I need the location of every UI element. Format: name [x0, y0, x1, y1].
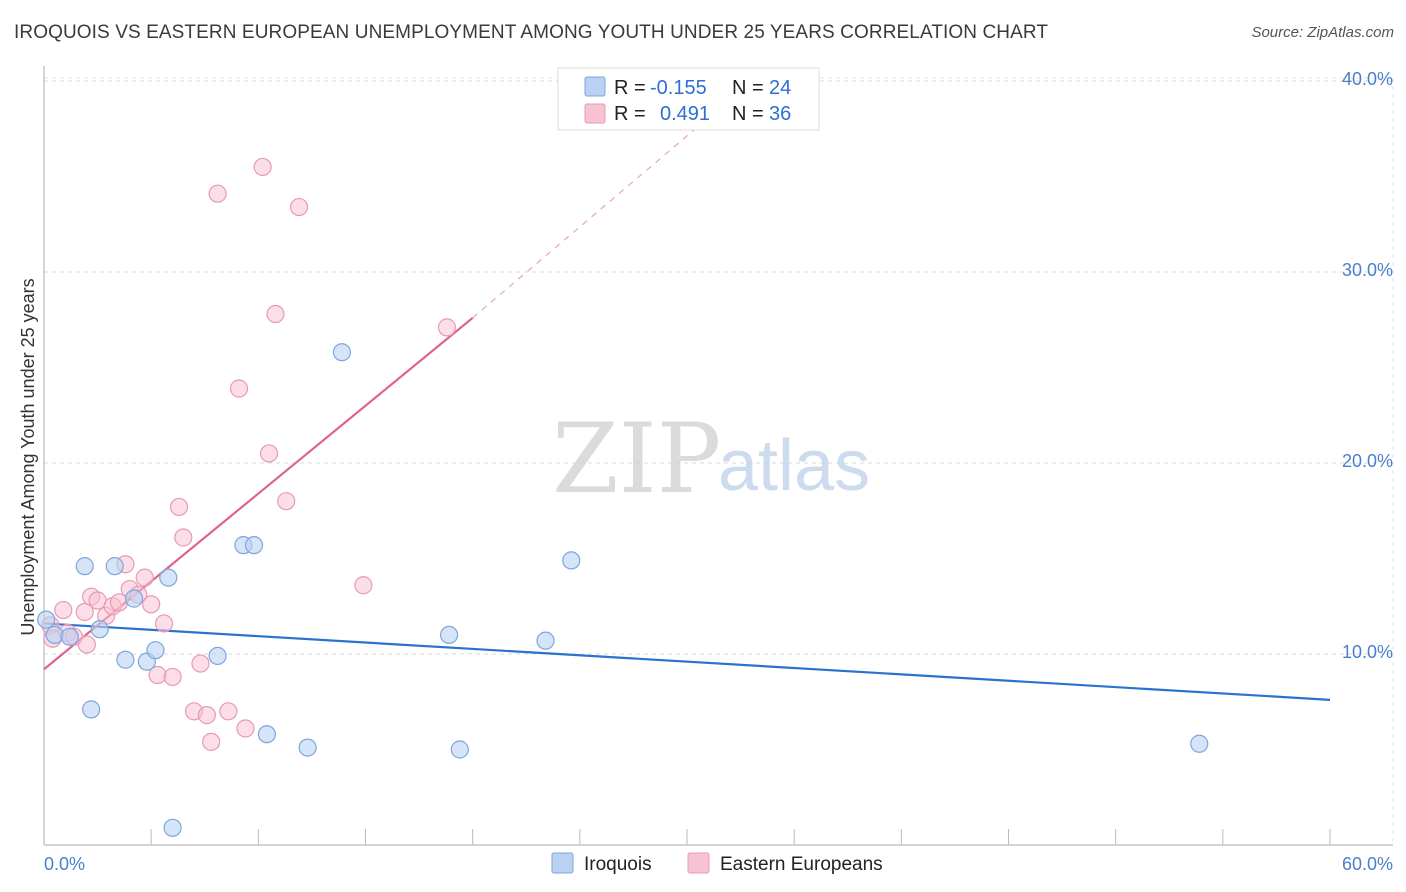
- legend-n-value-eastern: 36: [769, 103, 791, 125]
- point-iroquois-7: [116, 650, 135, 669]
- point-eastern-6: [77, 635, 96, 654]
- point-iroquois-15: [244, 536, 264, 555]
- point-iroquois-16: [257, 725, 277, 744]
- point-eastern-30: [253, 157, 272, 177]
- point-eastern-26: [208, 184, 227, 203]
- y-axis-label: Unemployment Among Youth under 25 years: [18, 278, 38, 635]
- watermark: ZIP atlas: [552, 403, 870, 515]
- legend-series: Iroquois Eastern Europeans: [551, 852, 883, 875]
- legend-bottom-swatch-iroquois: [551, 852, 574, 874]
- point-iroquois-22: [562, 551, 581, 570]
- trend-line-iroquois: [43, 622, 1331, 701]
- legend-r-value-eastern: 0.491: [660, 103, 710, 125]
- point-eastern-25: [202, 732, 221, 751]
- point-eastern-33: [277, 492, 296, 511]
- point-eastern-23: [191, 654, 210, 673]
- point-iroquois-21: [536, 631, 555, 650]
- axes: [43, 66, 1393, 846]
- point-eastern-27: [219, 702, 238, 721]
- source-credit: Source: ZipAtlas.com: [1251, 24, 1394, 41]
- point-eastern-15: [135, 568, 154, 587]
- y-tick-label-20: 20.0%: [1342, 451, 1393, 471]
- point-eastern-16: [142, 595, 161, 614]
- point-iroquois-12: [163, 818, 182, 837]
- watermark-atlas: atlas: [718, 426, 870, 506]
- point-eastern-2: [54, 600, 73, 620]
- point-eastern-24: [197, 706, 216, 725]
- legend-bottom-swatch-eastern: [687, 852, 710, 874]
- trend-line-eastern-extrapolated: [472, 126, 699, 319]
- chart-title: IROQUOIS VS EASTERN EUROPEAN UNEMPLOYMEN…: [14, 22, 1049, 43]
- point-eastern-28: [229, 379, 249, 398]
- legend-r-label-iroquois: R =: [614, 77, 646, 99]
- point-eastern-29: [236, 719, 255, 738]
- y-tick-label-10: 10.0%: [1342, 642, 1393, 662]
- point-iroquois-23: [1190, 734, 1209, 753]
- legend-n-label-eastern: N =: [732, 103, 764, 125]
- data-points: [37, 157, 1209, 837]
- legend-n-value-iroquois: 24: [769, 77, 791, 99]
- point-iroquois-20: [450, 740, 469, 759]
- point-iroquois-2: [60, 627, 79, 646]
- point-eastern-34: [289, 197, 309, 217]
- point-iroquois-10: [146, 641, 165, 660]
- point-iroquois-4: [82, 700, 101, 719]
- x-tick-label-min: 0.0%: [44, 854, 85, 874]
- point-iroquois-11: [159, 568, 178, 587]
- legend-r-label-eastern: R =: [614, 103, 646, 125]
- point-iroquois-17: [298, 738, 317, 757]
- legend-r-value-iroquois: -0.155: [650, 77, 707, 99]
- point-iroquois-3: [75, 557, 94, 576]
- point-iroquois-8: [124, 589, 144, 608]
- y-tick-label-40: 40.0%: [1342, 69, 1393, 89]
- point-eastern-18: [154, 614, 174, 633]
- point-eastern-19: [163, 667, 182, 687]
- point-eastern-5: [75, 602, 94, 622]
- point-iroquois-6: [105, 557, 124, 576]
- legend-n-label-iroquois: N =: [732, 77, 764, 99]
- x-tick-label-max: 60.0%: [1342, 854, 1393, 874]
- point-iroquois-18: [332, 343, 352, 362]
- legend-stats: R = -0.155 N = 24 R = 0.491 N = 36: [557, 67, 820, 131]
- point-eastern-32: [266, 304, 285, 324]
- x-tick-labels: 0.0% 60.0%: [44, 854, 1393, 874]
- point-iroquois-1: [45, 625, 64, 645]
- point-iroquois-19: [439, 625, 459, 645]
- point-iroquois-5: [90, 620, 109, 639]
- legend-bottom-label-iroquois: Iroquois: [584, 854, 652, 875]
- point-iroquois-13: [208, 646, 227, 666]
- legend-swatch-iroquois: [584, 76, 606, 97]
- watermark-zip: ZIP: [552, 403, 721, 515]
- point-iroquois-0: [37, 610, 56, 629]
- y-tick-labels: 10.0% 20.0% 30.0% 40.0%: [1342, 69, 1393, 662]
- point-eastern-31: [259, 444, 279, 463]
- point-eastern-35: [354, 576, 373, 595]
- y-tick-label-30: 30.0%: [1342, 260, 1393, 280]
- legend-swatch-eastern: [584, 103, 606, 124]
- point-eastern-36: [437, 318, 457, 337]
- point-eastern-20: [169, 497, 189, 517]
- legend-bottom-label-eastern: Eastern Europeans: [720, 854, 883, 875]
- point-eastern-21: [174, 528, 193, 547]
